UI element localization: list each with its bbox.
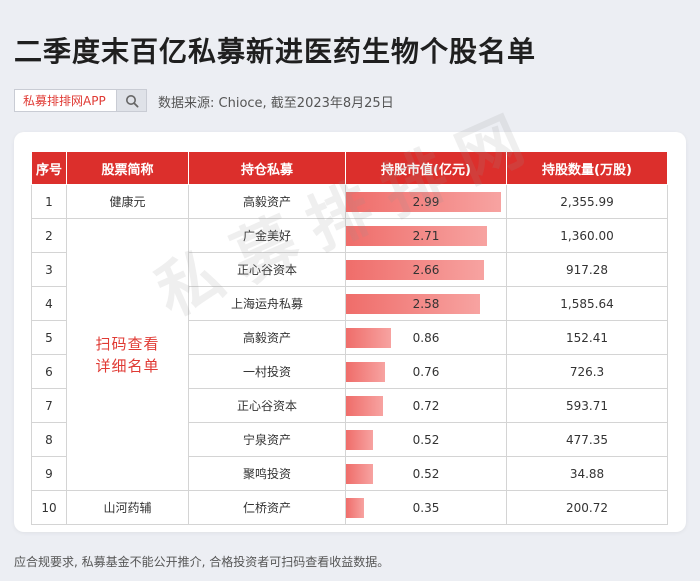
row-shares: 726.3 — [506, 354, 668, 389]
search-icon[interactable] — [116, 90, 146, 111]
page-title: 二季度末百亿私募新进医药生物个股名单 — [14, 35, 537, 68]
value-label: 2.99 — [412, 194, 440, 209]
search-text: 私募排排网APP — [23, 94, 106, 108]
row-value-cell: 2.58 — [345, 286, 507, 321]
table-row: 7 正心谷资本 0.72 593.71 — [31, 388, 668, 423]
row-index: 5 — [31, 320, 67, 355]
value-bar — [346, 464, 373, 484]
value-label: 0.35 — [412, 500, 440, 515]
scan-qr-note-line: 扫码查看 — [95, 334, 160, 353]
row-index: 3 — [31, 252, 67, 287]
scan-qr-note-line: 详细名单 — [95, 356, 160, 375]
row-stock: 健康元 — [66, 184, 189, 219]
header-value: 持股市值(亿元) — [345, 151, 507, 185]
row-fund: 仁桥资产 — [188, 490, 346, 525]
row-shares: 593.71 — [506, 388, 668, 423]
row-fund: 聚鸣投资 — [188, 456, 346, 491]
row-index: 9 — [31, 456, 67, 491]
value-label: 2.66 — [412, 262, 440, 277]
row-shares: 200.72 — [506, 490, 668, 525]
value-bar — [346, 396, 384, 416]
row-value-cell: 2.99 — [345, 184, 507, 219]
row-fund: 高毅资产 — [188, 320, 346, 355]
value-bar — [346, 192, 502, 212]
table-row: 3 正心谷资本 2.66 917.28 — [31, 252, 668, 287]
value-label: 2.58 — [412, 296, 440, 311]
table-row: 10 山河药辅 仁桥资产 0.35 200.72 — [31, 490, 668, 525]
value-bar — [346, 260, 485, 280]
table-row: 9 聚鸣投资 0.52 34.88 — [31, 456, 668, 491]
value-bar — [346, 328, 391, 348]
value-label: 0.86 — [412, 330, 440, 345]
row-index: 2 — [31, 218, 67, 253]
header-fund: 持仓私募 — [188, 151, 346, 185]
row-fund: 宁泉资产 — [188, 422, 346, 457]
row-value-cell: 0.76 — [345, 354, 507, 389]
row-value-cell: 0.52 — [345, 422, 507, 457]
value-bar — [346, 294, 480, 314]
scan-qr-note: 扫码查看 详细名单 — [66, 218, 189, 491]
row-index: 7 — [31, 388, 67, 423]
row-fund: 广金美好 — [188, 218, 346, 253]
row-value-cell: 2.71 — [345, 218, 507, 253]
row-fund: 正心谷资本 — [188, 252, 346, 287]
header-index: 序号 — [31, 151, 67, 185]
header-shares: 持股数量(万股) — [506, 151, 668, 185]
source-note: 数据来源: Chioce, 截至2023年8月25日 — [158, 96, 394, 111]
table-row: 5 高毅资产 0.86 152.41 — [31, 320, 668, 355]
table-row: 2 扫码查看 详细名单 广金美好 2.71 1,360.00 — [31, 218, 668, 491]
row-index: 1 — [31, 184, 67, 219]
row-value-cell: 0.52 — [345, 456, 507, 491]
row-value-cell: 0.86 — [345, 320, 507, 355]
header-stock: 股票简称 — [66, 151, 189, 185]
row-shares: 1,585.64 — [506, 286, 668, 321]
value-bar — [346, 362, 386, 382]
row-index: 10 — [31, 490, 67, 525]
value-label: 2.71 — [412, 228, 440, 243]
table-body: 1 健康元 高毅资产 2.99 2,355.99 2 扫码查看 详细名单 广金美好 2.71 1,3… — [31, 184, 668, 525]
row-shares: 152.41 — [506, 320, 668, 355]
row-shares: 477.35 — [506, 422, 668, 457]
row-stock: 山河药辅 — [66, 490, 189, 525]
value-bar — [346, 226, 487, 246]
value-label: 0.52 — [412, 466, 440, 481]
row-fund: 上海运舟私募 — [188, 286, 346, 321]
value-bar — [346, 430, 373, 450]
value-label: 0.76 — [412, 364, 440, 379]
row-fund: 高毅资产 — [188, 184, 346, 219]
row-shares: 34.88 — [506, 456, 668, 491]
table-row: 1 健康元 高毅资产 2.99 2,355.99 — [31, 184, 668, 219]
row-fund: 一村投资 — [188, 354, 346, 389]
row-value-cell: 0.72 — [345, 388, 507, 423]
footer-note: 应合规要求, 私募基金不能公开推介, 合格投资者可扫码查看收益数据。 — [14, 555, 390, 569]
table-header-row: 序号 股票简称 持仓私募 持股市值(亿元) 持股数量(万股) — [31, 151, 668, 185]
value-bar — [346, 498, 365, 518]
row-shares: 1,360.00 — [506, 218, 668, 253]
value-label: 0.72 — [412, 398, 440, 413]
row-index: 6 — [31, 354, 67, 389]
search-box[interactable]: 私募排排网APP — [14, 89, 147, 112]
stock-table: 序号 股票简称 持仓私募 持股市值(亿元) 持股数量(万股) 1 健康元 高毅资产 2… — [31, 151, 668, 525]
row-value-cell: 0.35 — [345, 490, 507, 525]
value-label: 0.52 — [412, 432, 440, 447]
row-shares: 2,355.99 — [506, 184, 668, 219]
row-value-cell: 2.66 — [345, 252, 507, 287]
row-shares: 917.28 — [506, 252, 668, 287]
row-index: 8 — [31, 422, 67, 457]
table-row: 4 上海运舟私募 2.58 1,585.64 — [31, 286, 668, 321]
table-row: 6 一村投资 0.76 726.3 — [31, 354, 668, 389]
row-index: 4 — [31, 286, 67, 321]
row-fund: 正心谷资本 — [188, 388, 346, 423]
